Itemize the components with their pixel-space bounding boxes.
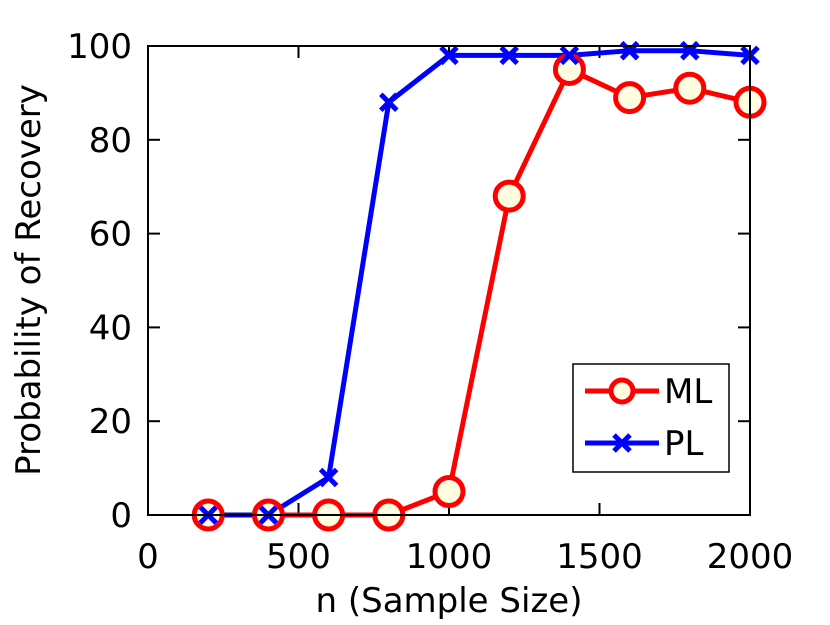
point-pl (559, 45, 580, 66)
legend-label-ml: ML (664, 372, 712, 412)
legend: ML PL (572, 363, 730, 473)
y-tick-label: 20 (89, 402, 132, 442)
point-pl (499, 45, 519, 66)
y-tick-label: 60 (89, 215, 132, 255)
point-ml (432, 475, 466, 509)
point-pl (379, 92, 399, 113)
plot-frame (147, 45, 751, 516)
y-tick-label: 40 (89, 308, 132, 348)
x-tick-label: 1000 (406, 537, 493, 577)
legend-marker-ml (608, 377, 636, 405)
series-line-pl (208, 48, 751, 518)
point-pl (439, 45, 459, 66)
point-ml (492, 179, 526, 213)
legend-box (572, 363, 730, 473)
y-tick-label: 80 (89, 121, 132, 161)
point-ml (673, 71, 707, 105)
legend-marker-pl (612, 433, 632, 453)
series-layer (191, 40, 767, 532)
tick-labels-layer: 0 500 1000 1500 2000 0 20 40 60 80 100 (67, 27, 793, 577)
x-tick-label: 0 (137, 537, 159, 577)
point-ml (552, 52, 586, 86)
x-axis-title: n (Sample Size) (316, 581, 583, 621)
legend-label-pl: PL (664, 424, 704, 464)
x-tick-label: 2000 (707, 537, 794, 577)
point-ml (613, 81, 647, 115)
x-tick-label: 1500 (556, 537, 643, 577)
y-axis-title: Probability of Recovery (9, 84, 49, 476)
y-tick-label: 0 (110, 496, 132, 536)
point-pl (318, 467, 339, 488)
x-tick-label: 500 (266, 537, 331, 577)
y-tick-label: 100 (67, 27, 132, 67)
